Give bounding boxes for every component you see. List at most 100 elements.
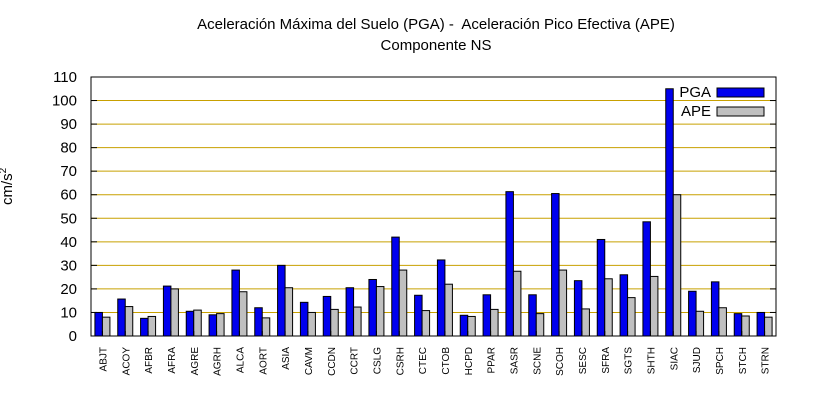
y-tick-label: 0 bbox=[69, 328, 77, 345]
bar-ape bbox=[261, 317, 271, 337]
bar-pga bbox=[277, 264, 286, 337]
x-tick-label: AGRE bbox=[190, 347, 201, 376]
bar-ape bbox=[238, 291, 248, 337]
y-tick-label: 80 bbox=[60, 140, 77, 157]
y-tick-label: 90 bbox=[60, 116, 77, 133]
y-tick-label: 110 bbox=[53, 69, 77, 86]
bar-pga bbox=[391, 236, 400, 337]
legend-swatch-pga bbox=[716, 87, 765, 98]
x-tick-label: CCDN bbox=[327, 347, 338, 376]
bar-ape bbox=[147, 315, 157, 337]
bar-ape bbox=[284, 287, 294, 337]
y-tick-label: 70 bbox=[60, 163, 77, 180]
x-tick-label: CTOB bbox=[441, 347, 452, 375]
bar-pga bbox=[665, 88, 674, 337]
x-tick-label: SESC bbox=[578, 347, 589, 374]
x-tick-label: SCNE bbox=[532, 347, 543, 375]
bar-pga bbox=[482, 294, 492, 337]
bar-ape bbox=[421, 310, 431, 337]
bar-pga bbox=[551, 193, 560, 337]
bar-pga bbox=[322, 295, 332, 337]
x-tick-label: AFBR bbox=[144, 347, 155, 374]
bar-ape bbox=[193, 309, 202, 337]
bar-ape bbox=[627, 297, 636, 337]
y-tick-label: 10 bbox=[60, 304, 77, 321]
bar-pga bbox=[94, 311, 103, 337]
bar-ape bbox=[695, 310, 705, 337]
plot-frame bbox=[90, 76, 777, 337]
bar-ape bbox=[604, 278, 613, 337]
bar-ape bbox=[101, 316, 111, 337]
bar-pga bbox=[208, 314, 218, 337]
x-tick-label: STCH bbox=[738, 347, 749, 374]
bar-ape bbox=[672, 194, 682, 337]
bar-pga bbox=[733, 313, 743, 337]
bar-pga bbox=[619, 274, 629, 337]
bar-ape bbox=[307, 311, 316, 337]
x-tick-label: SPCH bbox=[715, 347, 726, 375]
bar-ape bbox=[124, 306, 134, 337]
bar-ape bbox=[170, 288, 179, 337]
y-tick-label: 50 bbox=[60, 210, 77, 227]
x-tick-label: AORT bbox=[258, 347, 269, 375]
chart-subtitle: Componente NS bbox=[380, 37, 492, 54]
bar-ape bbox=[649, 275, 659, 337]
y-tick-label: 20 bbox=[60, 281, 77, 298]
x-tick-label: SJUD bbox=[692, 347, 703, 373]
bar-pga bbox=[299, 301, 309, 337]
chart-title: Aceleración Máxima del Suelo (PGA) - Ace… bbox=[197, 16, 675, 33]
x-tick-label: HCPD bbox=[464, 347, 475, 375]
bar-pga bbox=[345, 287, 355, 337]
bar-pga bbox=[414, 294, 423, 337]
bar-pga bbox=[596, 238, 606, 337]
x-tick-label: SGTS bbox=[624, 347, 635, 375]
x-tick-label: ACOY bbox=[121, 347, 132, 376]
bar-ape bbox=[581, 308, 590, 337]
bar-pga bbox=[231, 269, 240, 337]
bar-pga bbox=[436, 259, 446, 337]
bar-ape bbox=[375, 286, 385, 337]
x-tick-label: ASIA bbox=[281, 347, 292, 370]
x-tick-label: SASR bbox=[509, 347, 520, 374]
bar-ape bbox=[535, 313, 545, 337]
bar-ape bbox=[467, 315, 476, 337]
x-tick-label: SHTH bbox=[646, 347, 657, 374]
bar-ape bbox=[764, 316, 773, 337]
bar-ape bbox=[398, 269, 408, 337]
y-tick-label: 40 bbox=[60, 234, 77, 251]
x-tick-label: STRN bbox=[761, 347, 772, 374]
y-tick-label: 100 bbox=[52, 93, 77, 110]
bar-ape bbox=[444, 283, 453, 337]
bar-pga bbox=[162, 285, 172, 337]
x-tick-label: PPAR bbox=[487, 347, 498, 374]
x-tick-label: AGRH bbox=[213, 347, 224, 376]
bar-pga bbox=[254, 307, 263, 337]
legend-label-ape: APE bbox=[681, 103, 711, 120]
legend-label-pga: PGA bbox=[679, 84, 711, 101]
x-tick-label: CSLG bbox=[372, 347, 383, 374]
x-tick-label: AFRA bbox=[167, 347, 178, 374]
bar-pga bbox=[573, 280, 583, 337]
bar-pga bbox=[528, 294, 537, 337]
bar-ape bbox=[741, 315, 750, 337]
x-tick-label: CAVM bbox=[304, 347, 315, 375]
x-tick-label: SFRA bbox=[601, 347, 612, 374]
x-tick-label: ABJT bbox=[98, 347, 109, 371]
bar-ape bbox=[216, 313, 225, 337]
bar-ape bbox=[558, 269, 568, 337]
x-tick-label: SIAC bbox=[669, 347, 680, 370]
bar-ape bbox=[353, 306, 362, 337]
x-tick-label: CTEC bbox=[418, 347, 429, 374]
x-tick-label: SCOH bbox=[555, 347, 566, 376]
bar-pga bbox=[505, 191, 514, 337]
bar-pga bbox=[368, 278, 377, 337]
bar-ape bbox=[718, 307, 727, 337]
y-tick-label: 30 bbox=[60, 257, 77, 274]
bar-ape bbox=[490, 308, 499, 337]
bar-pga bbox=[688, 290, 697, 337]
bar-pga bbox=[459, 314, 469, 337]
bar-ape bbox=[330, 308, 339, 337]
x-tick-label: CCRT bbox=[350, 347, 361, 375]
